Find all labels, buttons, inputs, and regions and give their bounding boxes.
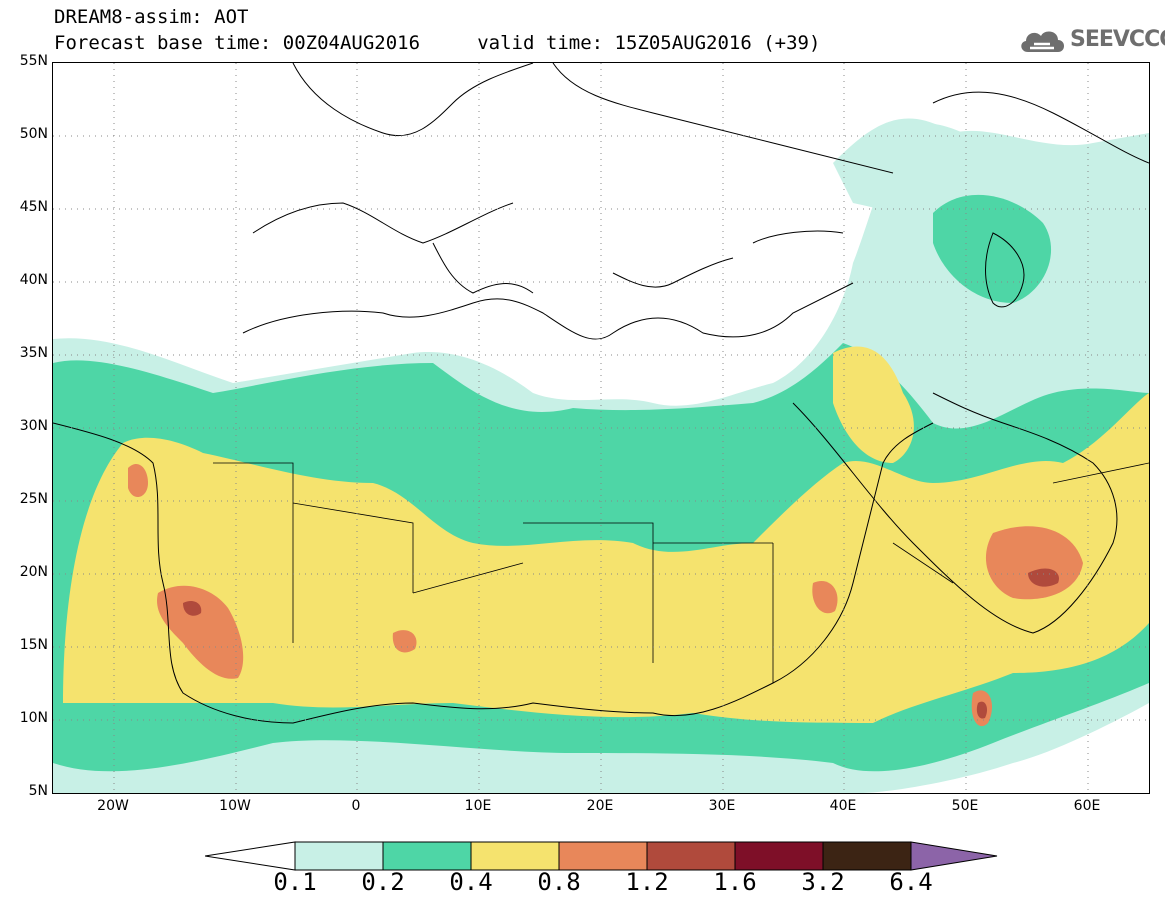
colorbar xyxy=(205,841,998,871)
map-area xyxy=(52,62,1150,794)
lon-label-60e: 60E xyxy=(1073,798,1101,814)
aot-band-08-a xyxy=(157,585,244,679)
coastline-caspian xyxy=(985,232,1025,308)
colorbar-segment-7 xyxy=(822,841,912,871)
lat-label-25n: 25N xyxy=(19,491,48,507)
lat-label-35n: 35N xyxy=(19,345,48,361)
colorbar-label-0-8: 0.8 xyxy=(537,868,581,896)
lat-label-20n: 20N xyxy=(19,564,48,580)
lat-label-10n: 10N xyxy=(19,710,48,726)
lat-label-5n: 5N xyxy=(28,783,48,799)
aot-band-12-b xyxy=(1028,568,1059,587)
aot-band-08-c xyxy=(128,463,148,498)
colorbar-label-0-4: 0.4 xyxy=(449,868,493,896)
aot-band-01-north xyxy=(833,118,1149,266)
lon-label-20w: 20W xyxy=(97,798,129,814)
colorbar-label-6-4: 6.4 xyxy=(889,868,933,896)
aot-band-04-arabia xyxy=(833,346,914,463)
lat-label-45n: 45N xyxy=(19,199,48,215)
colorbar-segment-2 xyxy=(382,841,472,871)
seevccc-logo: SEEVCCC xyxy=(1016,24,1165,58)
lon-label-50e: 50E xyxy=(951,798,979,814)
colorbar-high-arrow xyxy=(910,841,998,871)
lat-label-30n: 30N xyxy=(19,418,48,434)
aot-band-08-b xyxy=(985,526,1083,600)
lat-label-15n: 15N xyxy=(19,637,48,653)
colorbar-low-arrow xyxy=(205,841,296,871)
lon-label-10e: 10E xyxy=(464,798,492,814)
lat-label-50n: 50N xyxy=(19,126,48,142)
colorbar-label-1-6: 1.6 xyxy=(713,868,757,896)
coastline-europe-north xyxy=(292,63,1149,174)
colorbar-label-0-2: 0.2 xyxy=(361,868,405,896)
coastline-arabia xyxy=(792,392,1118,634)
colorbar-label-3-2: 3.2 xyxy=(801,868,845,896)
aot-map xyxy=(53,63,1149,793)
chart-subtitle: Forecast base time: 00Z04AUG2016 valid t… xyxy=(54,32,821,54)
lon-label-40e: 40E xyxy=(829,798,857,814)
aot-band-02-caspian xyxy=(933,194,1052,303)
lon-label-10w: 10W xyxy=(219,798,251,814)
colorbar-segment-5 xyxy=(646,841,736,871)
colorbar-label-0-1: 0.1 xyxy=(273,868,317,896)
aot-band-12-a xyxy=(183,601,202,616)
aot-band-08-e xyxy=(812,581,838,614)
lon-label-20e: 20E xyxy=(586,798,614,814)
coastline-mediterranean xyxy=(242,202,854,340)
coastline-africa xyxy=(53,422,934,724)
colorbar-segment-6 xyxy=(734,841,824,871)
colorbar-label-1-2: 1.2 xyxy=(625,868,669,896)
border-lines xyxy=(213,462,1149,683)
lon-label-0: 0 xyxy=(351,798,361,814)
lat-label-55n: 55N xyxy=(19,53,48,69)
cloud-icon xyxy=(1021,31,1064,52)
colorbar-segment-1 xyxy=(294,841,384,871)
aot-band-12-c xyxy=(976,701,988,719)
lon-label-30e: 30E xyxy=(708,798,736,814)
lat-label-40n: 40N xyxy=(19,272,48,288)
aot-band-08-d xyxy=(392,630,417,653)
chart-title: DREAM8-assim: AOT xyxy=(54,6,249,28)
logo-text: SEEVCCC xyxy=(1070,27,1165,52)
colorbar-segment-3 xyxy=(470,841,560,871)
colorbar-segment-4 xyxy=(558,841,648,871)
aot-band-04 xyxy=(63,393,1149,723)
